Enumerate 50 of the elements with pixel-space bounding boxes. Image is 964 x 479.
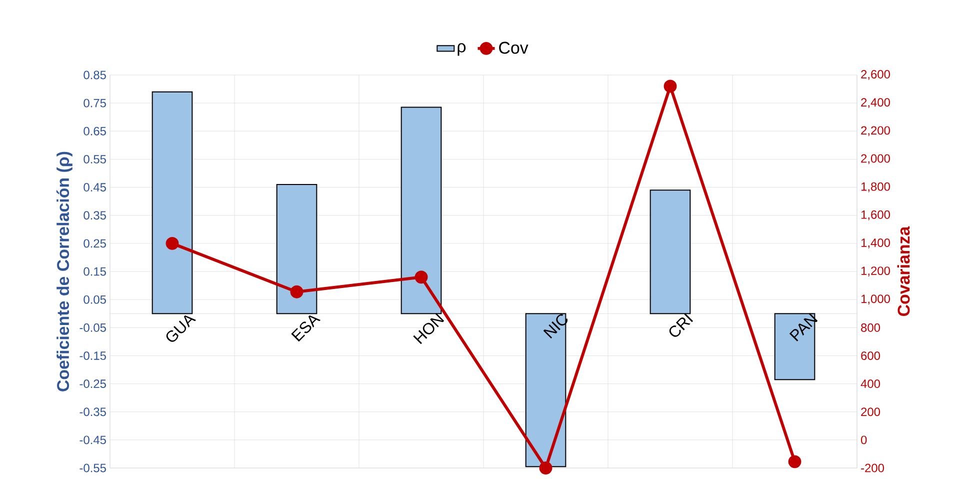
y2-tick-label: -200 [861, 464, 884, 472]
y-tick-label: 0.05 [84, 295, 106, 304]
y-tick-label: -0.45 [80, 436, 106, 444]
y2-axis-title: Covarianza [897, 226, 910, 316]
y-tick-label: 0.15 [84, 267, 106, 276]
y-tick-label: 0.85 [84, 70, 106, 80]
legend-label: Cov [499, 42, 528, 54]
y-tick-label: 0.65 [84, 126, 106, 136]
y2-tick-label: 1,600 [861, 210, 890, 220]
y2-tick-label: 1,400 [861, 238, 890, 248]
y2-tick-label: 2,400 [861, 98, 890, 108]
bar [276, 184, 318, 314]
y-tick-label: 0.55 [84, 154, 106, 164]
x-tick-label: ESA [291, 315, 321, 342]
y2-tick-label: 800 [861, 323, 880, 332]
point [539, 462, 552, 474]
y-tick-label: -0.25 [80, 380, 106, 388]
bar [650, 190, 691, 314]
x-tick-label: NIC [543, 314, 568, 338]
y2-tick-label: 400 [860, 380, 880, 388]
y-tick-label: -0.55 [80, 464, 106, 472]
y2-tick-label: 2,600 [861, 70, 890, 80]
y2-tick-label: 1,800 [861, 182, 890, 192]
y2-tick-label: 2,000 [861, 154, 890, 164]
bar [525, 313, 566, 468]
y-tick-label: 0.25 [84, 239, 106, 248]
y-tick-label: -0.05 [80, 323, 106, 332]
legend-label: ρ [458, 43, 466, 56]
y2-tick-label: 600 [861, 351, 880, 360]
x-tick-label: GUA [166, 315, 196, 342]
y2-tick-label: 200 [861, 408, 880, 416]
y2-tick-label: 0 [861, 436, 867, 444]
y-tick-label: -0.15 [80, 351, 106, 360]
point [290, 285, 304, 298]
y2-tick-label: 1,200 [861, 266, 890, 276]
point [414, 270, 428, 284]
y-axis-title: Coeficiente de Correlación (ρ) [56, 152, 72, 392]
x-tick-label: CRI [669, 313, 694, 337]
y-tick-label: -0.35 [80, 408, 106, 416]
point [788, 455, 802, 468]
bar [152, 91, 193, 314]
point [664, 80, 677, 93]
bar [400, 106, 442, 314]
bar [774, 313, 816, 380]
y-tick-label: 0.75 [84, 98, 106, 108]
y-tick-label: 0.35 [84, 211, 106, 220]
point [166, 236, 179, 250]
y2-tick-label: 1,000 [861, 294, 890, 305]
y2-tick-label: 2,200 [861, 126, 890, 136]
y-tick-label: 0.45 [84, 183, 106, 192]
